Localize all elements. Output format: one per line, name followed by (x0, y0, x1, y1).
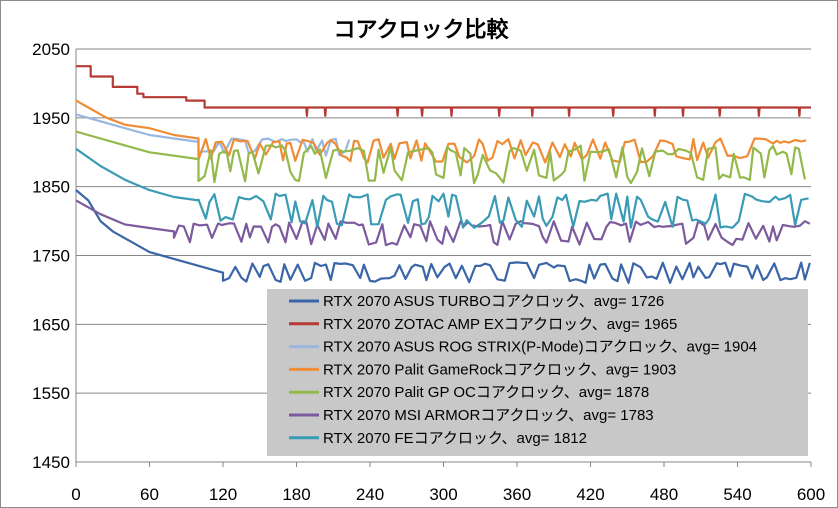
series-lines (75, 65, 811, 284)
x-tick-label: 360 (503, 485, 531, 504)
x-tick-labels: 0 60 120 180 240 300 360 420 480 540 600 (71, 462, 825, 504)
series-line-5 (75, 130, 806, 185)
legend-box (267, 289, 808, 456)
y-tick-label: 2050 (32, 40, 70, 59)
y-tick-label: 1650 (32, 315, 70, 334)
chart-title: コアクロック比較 (334, 17, 510, 43)
x-tick-label: 600 (797, 485, 825, 504)
y-tick-label: 1550 (32, 384, 70, 403)
x-tick-label: 240 (356, 485, 384, 504)
x-tick-label: 60 (140, 485, 159, 504)
y-tick-label: 1450 (32, 453, 70, 472)
y-tick-label: 1950 (32, 109, 70, 128)
series-line-6 (75, 199, 811, 247)
y-tick-label: 1850 (32, 178, 70, 197)
x-tick-label: 120 (209, 485, 237, 504)
x-tick-label: 180 (282, 485, 310, 504)
x-tick-label: 0 (71, 485, 80, 504)
legend-entry: RTX 2070 ASUS ROG STRIX(P-Mode)コアクロック、av… (323, 339, 757, 356)
x-tick-label: 300 (429, 485, 457, 504)
y-tick-labels: 1450 1550 1650 1750 1850 1950 2050 (32, 40, 70, 472)
legend-entry: RTX 2070 Palit GameRockコアクロック、avg= 1903 (323, 361, 676, 378)
series-line-2 (76, 65, 811, 117)
x-tick-label: 480 (650, 485, 678, 504)
y-tick-label: 1750 (32, 247, 70, 266)
series-line-7 (75, 147, 809, 229)
legend-entry: RTX 2070 FEコアクロック、avg= 1812 (323, 430, 587, 447)
legend-entry: RTX 2070 ZOTAC AMP EXコアクロック、avg= 1965 (323, 316, 677, 333)
legend-entry: RTX 2070 MSI ARMORコアクロック、avg= 1783 (323, 407, 654, 424)
series-line-1 (75, 189, 811, 284)
legend-entry: RTX 2070 Palit GP OCコアクロック、avg= 1878 (323, 384, 649, 401)
x-tick-label: 540 (723, 485, 751, 504)
series-line-4 (75, 99, 807, 164)
legend-entry: RTX 2070 ASUS TURBOコアクロック、avg= 1726 (323, 293, 664, 310)
legend: RTX 2070 ASUS TURBOコアクロック、avg= 1726 RTX 2… (267, 289, 808, 456)
x-tick-label: 420 (576, 485, 604, 504)
